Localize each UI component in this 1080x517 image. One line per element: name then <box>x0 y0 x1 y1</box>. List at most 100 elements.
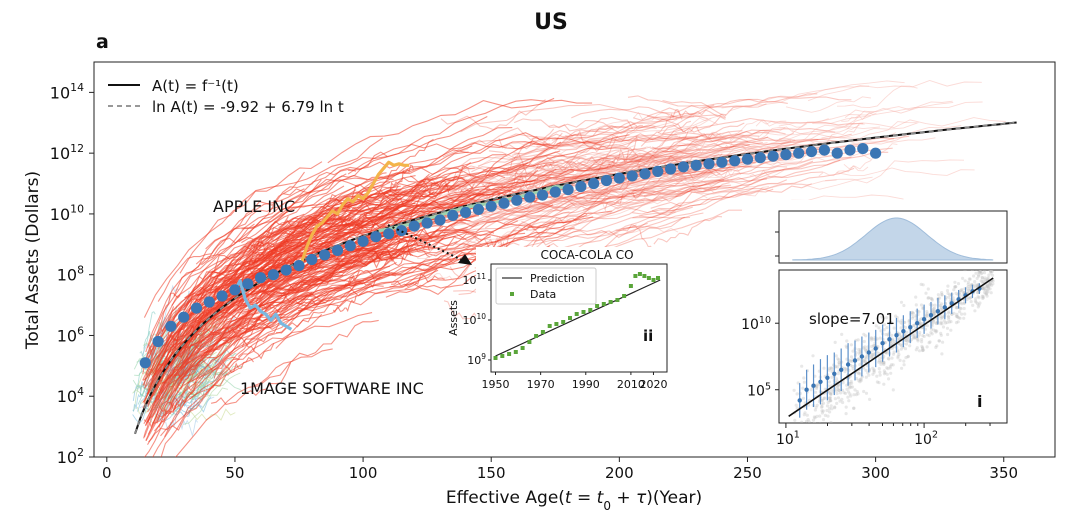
inset-i-binned-point <box>825 375 830 380</box>
inset-ii-legend-prediction: Prediction <box>530 272 585 285</box>
inset-ii-panel-label: ii <box>643 327 653 345</box>
average-point <box>472 203 484 215</box>
average-point <box>293 260 305 272</box>
inset-ii-data-point <box>642 274 647 278</box>
average-point <box>306 253 318 266</box>
inset-i-binned-point <box>845 362 851 367</box>
inset-i-binned-point <box>921 317 927 322</box>
main-legend: A(t) = f⁻¹(t) ln A(t) = -9.92 + 6.79 ln t <box>108 77 344 116</box>
average-point <box>152 335 164 348</box>
average-point <box>319 249 331 261</box>
average-point <box>203 296 215 308</box>
average-point <box>498 197 510 209</box>
apple-label: APPLE INC <box>213 197 295 216</box>
average-point <box>613 172 625 184</box>
inset-ii-data-point <box>574 312 579 316</box>
y-tick-label: 106 <box>57 324 84 345</box>
inset-i-binned-point <box>866 350 871 355</box>
average-point <box>780 149 792 161</box>
inset-i-binned-point <box>928 313 934 318</box>
inset-i-binned-point <box>852 358 858 363</box>
inset-ii-data-point <box>651 278 656 282</box>
main-annotations: APPLE INC 1MAGE SOFTWARE INC <box>213 197 424 398</box>
average-point <box>677 161 690 173</box>
main-marks <box>134 121 1017 435</box>
inset-ii-legend-data: Data <box>530 288 556 301</box>
inset-ii-data-point <box>646 276 651 280</box>
average-point <box>767 150 779 162</box>
inset-i-y-tick-label: 1010 <box>741 315 771 333</box>
inset-ii-data-point <box>633 274 638 278</box>
inset-i-binned-point <box>811 383 816 388</box>
average-point <box>793 147 805 159</box>
y-axis-label: Total Assets (Dollars) <box>23 171 43 350</box>
average-point <box>344 240 356 252</box>
average-point <box>626 170 638 182</box>
inset-ii-data-point <box>493 356 498 360</box>
average-point <box>229 284 241 296</box>
average-point <box>857 143 869 155</box>
average-point <box>690 159 702 171</box>
average-point <box>408 220 420 232</box>
average-point <box>536 189 549 201</box>
legend-loglinear-label: ln A(t) = -9.92 + 6.79 ln t <box>152 98 344 116</box>
inset-i-binned-point <box>797 398 802 403</box>
y-tick-label: 1010 <box>50 203 84 224</box>
average-point <box>652 165 664 177</box>
inset-ii-data-point <box>561 320 566 324</box>
inset-ii-data-point <box>534 334 539 338</box>
x-tick-label: 0 <box>102 464 112 482</box>
inset-i-marks <box>788 270 995 423</box>
inset-i-binned-point <box>908 325 913 330</box>
inset-i-slope-annotation: slope=7.01 <box>809 310 895 328</box>
average-point <box>139 357 151 369</box>
inset-ii-y-tick-label: 109 <box>467 352 486 367</box>
main-axis-ticks: 0 50 100 150 200 250 300 350 102 104 106 108 1010 101… <box>50 81 1018 482</box>
inset-i-binned-point <box>839 367 844 372</box>
inset-i-binned-point <box>818 379 823 384</box>
average-point <box>255 272 267 284</box>
trajectory-apple-inc <box>300 160 410 264</box>
average-point <box>190 302 203 314</box>
legend-fit-label: A(t) = f⁻¹(t) <box>152 77 239 95</box>
average-point <box>588 177 600 190</box>
inset-ii-data-point <box>608 300 613 304</box>
average-point <box>600 174 613 187</box>
average-point <box>575 181 587 193</box>
inset-scaling: 101 102 105 1010 slope=7.01 i <box>741 200 1022 448</box>
average-point <box>357 235 369 247</box>
inset-ii-data-point <box>568 316 572 320</box>
trajectory-1mage-software-inc <box>233 279 293 331</box>
inset-ii-data-point <box>637 272 642 276</box>
average-point <box>729 155 741 167</box>
inset-i-x-tick-label: 102 <box>914 430 938 448</box>
average-point <box>562 184 574 196</box>
inset-ii-y-tick-label: 1010 <box>462 312 486 327</box>
inset-ii-x-tick-label: 2020 <box>639 378 667 391</box>
inset-ii-data-point <box>520 346 525 350</box>
inset-i-binned-point <box>880 341 885 346</box>
average-point <box>485 200 497 212</box>
average-point <box>434 214 446 226</box>
panel-label: a <box>96 31 109 53</box>
inset-i-binned-point <box>894 333 899 338</box>
inset-i-panel-label: i <box>977 392 982 411</box>
inset-ii-prediction-line <box>495 279 661 357</box>
average-point <box>242 278 254 290</box>
inset-ii-title: COCA-COLA CO <box>540 248 633 262</box>
inset-i-y-tick-label: 105 <box>747 381 771 399</box>
inset-ii-data-point <box>540 330 545 334</box>
dotted-arrow <box>387 224 472 265</box>
y-tick-label: 1012 <box>50 142 84 163</box>
average-point <box>280 264 292 276</box>
average-point <box>267 269 279 281</box>
x-tick-label: 350 <box>989 464 1018 482</box>
average-point <box>370 231 382 243</box>
average-point <box>844 144 856 156</box>
inset-i-binned-point <box>887 337 892 342</box>
average-point <box>805 146 818 158</box>
average-point <box>754 152 766 164</box>
average-point <box>421 217 433 229</box>
inset-ii-data-point <box>527 340 532 344</box>
